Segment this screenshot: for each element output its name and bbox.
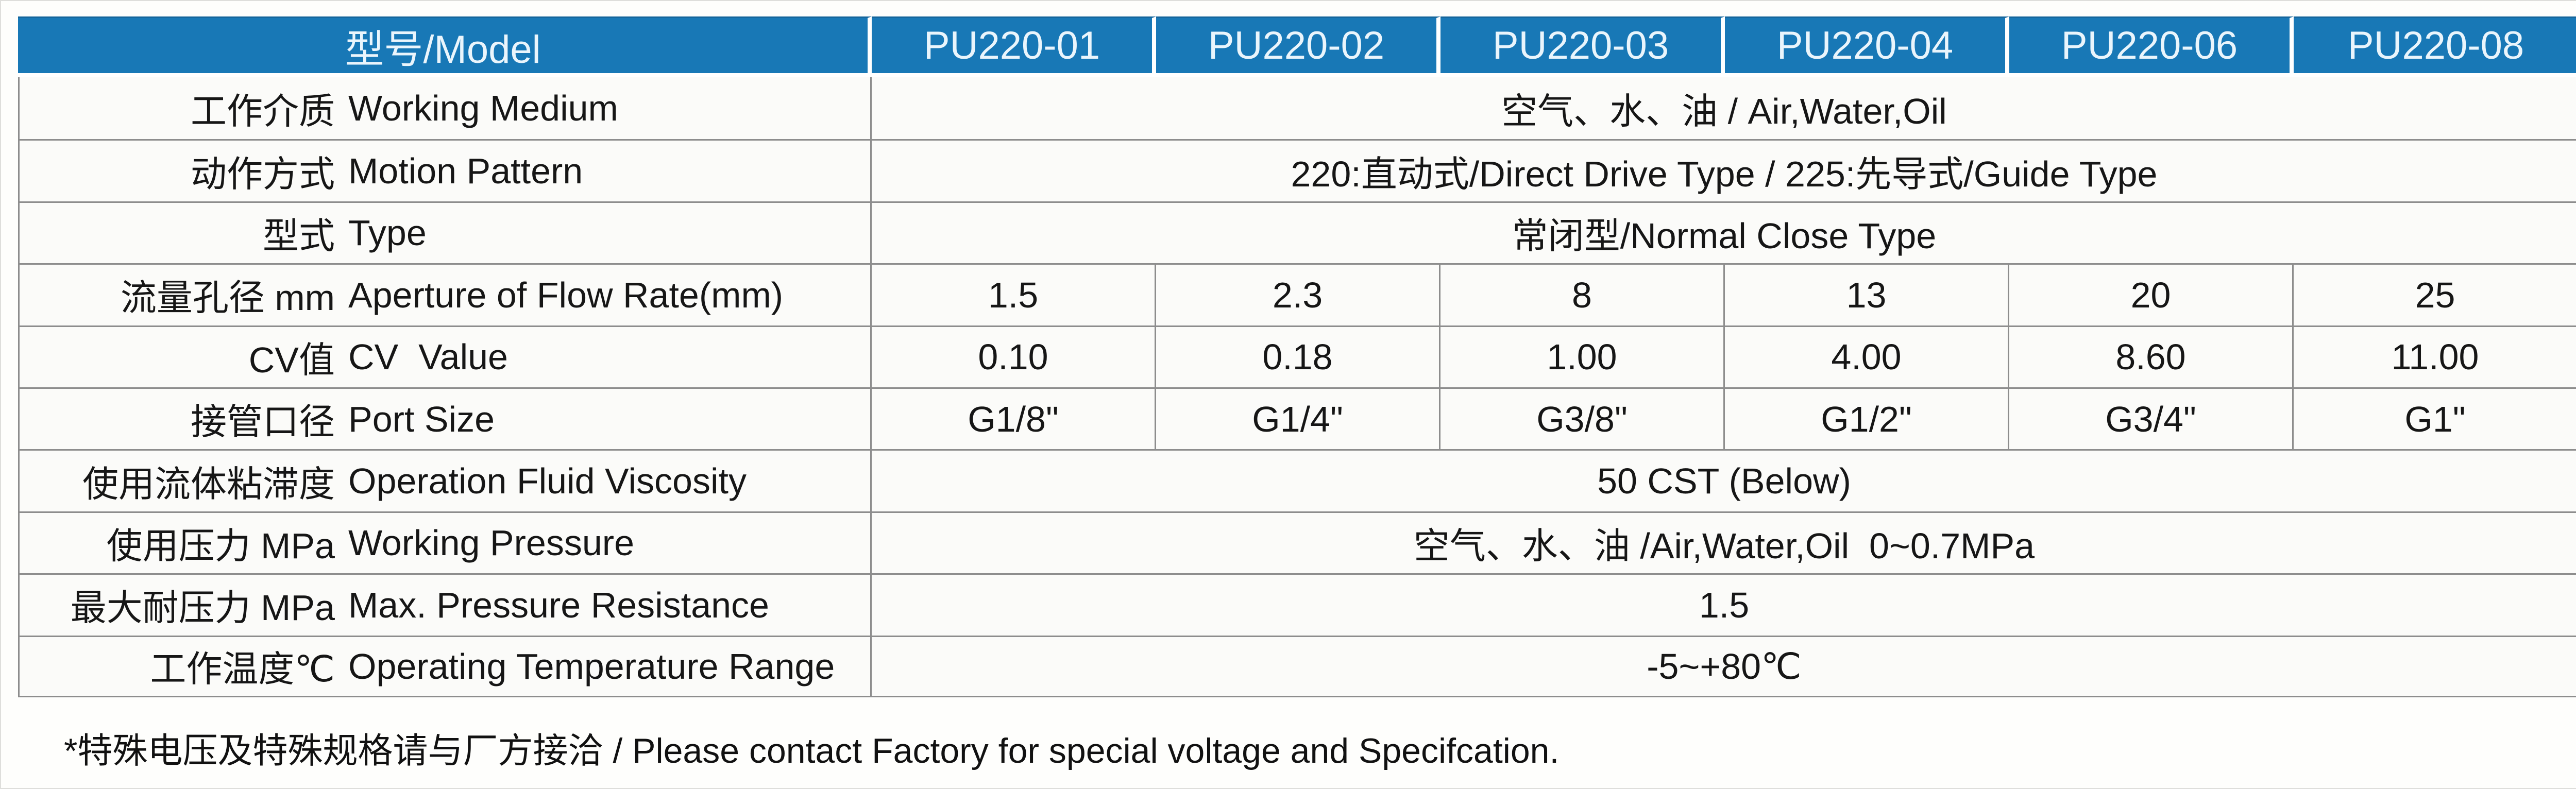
model-name: PU220-03 xyxy=(1492,24,1669,67)
row-label-zh: 使用流体粘滞度 xyxy=(82,464,335,504)
cell-flow-aperture-pu220-03: 8 xyxy=(1440,263,1725,325)
cell-port-size-pu220-03: G3/8" xyxy=(1440,387,1725,450)
footnote: *特殊电压及特殊规格请与厂方接洽 / Please contact Factor… xyxy=(64,731,1560,770)
model-name: PU220-01 xyxy=(923,24,1100,67)
row-label-motion-pattern: 动作方式 Motion Pattern xyxy=(18,139,872,201)
row-label-en: Type xyxy=(348,213,427,253)
cell-cv-pu220-08: 11.00 xyxy=(2294,325,2576,387)
value-temperature-range: -5~+80℃ xyxy=(872,635,2576,697)
row-label-temperature-range: 工作温度℃ Operating Temperature Range xyxy=(18,635,872,697)
cell-cv-pu220-04: 4.00 xyxy=(1725,325,2009,387)
row-label-zh: 流量孔径 mm xyxy=(120,278,335,318)
header-col-pu220-04: PU220-04 xyxy=(1725,16,2009,77)
value-motion-pattern: 220:直动式/Direct Drive Type / 225:先导式/Guid… xyxy=(872,139,2576,201)
row-label-en: Motion Pattern xyxy=(348,151,583,192)
header-col-pu220-03: PU220-03 xyxy=(1440,16,1725,77)
row-label-flow-aperture: 流量孔径 mm Aperture of Flow Rate(mm) xyxy=(18,263,872,325)
row-label-en: Working Pressure xyxy=(348,523,635,563)
value-max-pressure: 1.5 xyxy=(872,573,2576,636)
cell-cv-pu220-06: 8.60 xyxy=(2009,325,2294,387)
header-col-pu220-08: PU220-08 xyxy=(2294,16,2576,77)
cell-port-size-pu220-04: G1/2" xyxy=(1725,387,2009,450)
cell-flow-aperture-pu220-02: 2.3 xyxy=(1156,263,1440,325)
cell-port-size-pu220-08: G1" xyxy=(2294,387,2576,450)
header-col-pu220-06: PU220-06 xyxy=(2009,16,2294,77)
header-model-label-text: 型号/Model xyxy=(345,27,541,72)
header-col-pu220-02: PU220-02 xyxy=(1156,16,1440,77)
value-working-pressure: 空气、水、油 /Air,Water,Oil 0~0.7MPa xyxy=(872,511,2576,574)
row-label-working-medium: 工作介质 Working Medium xyxy=(18,77,872,140)
row-label-zh: CV值 xyxy=(248,339,335,380)
cell-cv-pu220-02: 0.18 xyxy=(1156,325,1440,387)
row-label-en: Port Size xyxy=(348,399,495,439)
row-label-en: Operation Fluid Viscosity xyxy=(348,461,747,502)
row-label-working-pressure: 使用压力 MPa Working Pressure xyxy=(18,511,872,574)
cell-port-size-pu220-02: G1/4" xyxy=(1156,387,1440,450)
header-col-pu220-01: PU220-01 xyxy=(872,16,1156,77)
value-type: 常闭型/Normal Close Type xyxy=(872,201,2576,264)
cell-flow-aperture-pu220-06: 20 xyxy=(2009,263,2294,325)
cell-cv-pu220-03: 1.00 xyxy=(1440,325,1725,387)
row-label-zh: 型式 xyxy=(263,215,335,256)
row-label-en: Operating Temperature Range xyxy=(348,646,835,687)
cell-port-size-pu220-06: G3/4" xyxy=(2009,387,2294,450)
row-label-type: 型式 Type xyxy=(18,201,872,264)
row-label-zh: 接管口径 xyxy=(191,402,335,442)
model-name: PU220-06 xyxy=(2061,24,2238,67)
row-label-zh: 动作方式 xyxy=(191,153,335,194)
row-label-zh: 工作介质 xyxy=(191,91,335,131)
row-label-zh: 使用压力 MPa xyxy=(106,525,335,566)
row-label-cv-value: CV值 CV Value xyxy=(18,325,872,387)
model-name: PU220-04 xyxy=(1776,24,1954,67)
cell-cv-pu220-01: 0.10 xyxy=(872,325,1156,387)
row-label-max-pressure: 最大耐压力 MPa Max. Pressure Resistance xyxy=(18,573,872,636)
value-working-medium: 空气、水、油 / Air,Water,Oil xyxy=(872,77,2576,140)
cell-flow-aperture-pu220-01: 1.5 xyxy=(872,263,1156,325)
model-name: PU220-02 xyxy=(1208,24,1385,67)
cell-port-size-pu220-01: G1/8" xyxy=(872,387,1156,450)
row-label-fluid-viscosity: 使用流体粘滞度 Operation Fluid Viscosity xyxy=(18,449,872,511)
row-label-port-size: 接管口径 Port Size xyxy=(18,387,872,450)
row-label-en: Aperture of Flow Rate(mm) xyxy=(348,275,784,315)
row-label-en: Max. Pressure Resistance xyxy=(348,585,769,625)
value-fluid-viscosity: 50 CST (Below) xyxy=(872,449,2576,511)
row-label-zh: 工作温度℃ xyxy=(150,649,335,690)
model-name: PU220-08 xyxy=(2347,24,2524,67)
spec-table: 型号/Model PU220-01 PU220-02 PU220-03 PU22… xyxy=(18,16,2576,697)
row-label-en: Working Medium xyxy=(348,88,618,129)
row-label-zh: 最大耐压力 MPa xyxy=(70,588,335,628)
row-label-en: CV Value xyxy=(348,337,508,378)
cell-flow-aperture-pu220-08: 25 xyxy=(2294,263,2576,325)
header-model-label: 型号/Model xyxy=(18,16,872,77)
cell-flow-aperture-pu220-04: 13 xyxy=(1725,263,2009,325)
